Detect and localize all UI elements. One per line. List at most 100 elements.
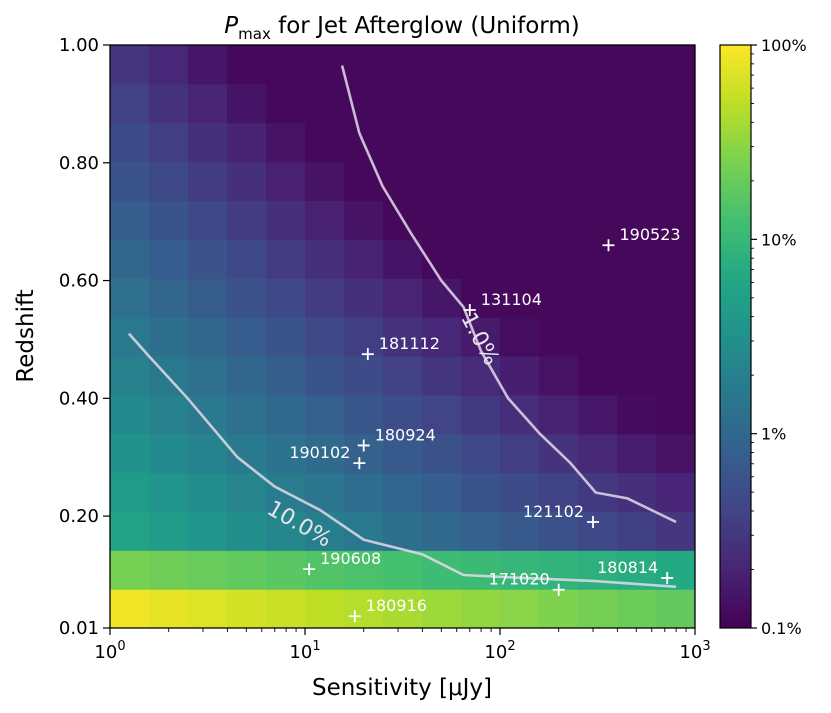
heatmap-cell — [461, 511, 501, 551]
heatmap-cell — [578, 394, 618, 435]
heatmap-cell — [227, 355, 267, 396]
heatmap-cell — [539, 122, 579, 163]
heatmap-cell — [656, 355, 695, 396]
heatmap-cell — [656, 239, 695, 279]
event-marker — [463, 304, 476, 316]
heatmap-cell — [617, 83, 657, 124]
heatmap-cell — [617, 45, 657, 85]
event-marker — [587, 516, 600, 528]
heatmap-cell — [344, 200, 384, 240]
heatmap-cell — [188, 472, 228, 512]
heatmap-cell — [422, 511, 462, 551]
heatmap-cell — [188, 433, 228, 474]
heatmap-cell — [461, 472, 501, 512]
contour-line-0 — [127, 332, 677, 589]
heatmap-cell — [188, 122, 228, 163]
y-tick-label: 1.00 — [59, 35, 99, 56]
heatmap-cell — [188, 355, 228, 396]
heatmap-cell — [149, 278, 189, 318]
heatmap-cell — [305, 355, 345, 396]
heatmap-cell — [149, 589, 189, 628]
heatmap-cell — [344, 239, 384, 279]
heatmap-cell — [539, 200, 579, 240]
heatmap-cell — [617, 355, 657, 396]
heatmap-cell — [344, 83, 384, 124]
heatmap-cell — [149, 83, 189, 124]
heatmap-cell — [539, 317, 579, 357]
heatmap-cell — [578, 355, 618, 396]
event-marker — [357, 439, 370, 452]
heatmap-cell — [500, 200, 540, 240]
heatmap-cell — [500, 589, 540, 628]
heatmap-cell — [227, 472, 267, 512]
event-label: 180916 — [366, 596, 427, 615]
event-label: 171020 — [489, 570, 550, 589]
heatmap-cell — [305, 511, 345, 551]
y-tick-label: 0.40 — [59, 388, 99, 409]
event-label: 180814 — [597, 558, 658, 577]
heatmap-cell — [227, 317, 267, 357]
x-axis-label: Sensitivity [μJy] — [312, 675, 492, 701]
heatmap-cell — [227, 550, 267, 590]
x-tick-label: 101 — [289, 639, 320, 663]
heatmap-cell — [422, 433, 462, 474]
heatmap-cell — [149, 317, 189, 357]
colorbar-tick-label: 100% — [761, 36, 807, 55]
heatmap-cell — [344, 355, 384, 396]
heatmap-cell — [461, 161, 501, 202]
heatmap-cell — [500, 161, 540, 202]
heatmap-cell — [149, 161, 189, 202]
heatmap-cell — [305, 200, 345, 240]
event-label: 180924 — [375, 425, 436, 444]
colorbar-tick-label: 1% — [761, 425, 786, 444]
heatmap-cell — [149, 433, 189, 474]
heatmap-cell — [383, 511, 423, 551]
heatmap-cell — [227, 83, 267, 124]
heatmap-cell — [422, 317, 462, 357]
heatmap-cell — [110, 45, 150, 85]
heatmap-cell — [266, 589, 306, 628]
heatmap-cell — [266, 200, 306, 240]
event-label: 190608 — [320, 549, 381, 568]
heatmap-cell — [110, 433, 150, 474]
heatmap-cell — [578, 433, 618, 474]
heatmap-cell — [149, 394, 189, 435]
heatmap-cell — [305, 122, 345, 163]
heatmap-cell — [305, 45, 345, 85]
heatmap-cell — [110, 239, 150, 279]
heatmap-cell — [227, 394, 267, 435]
heatmap-cell — [539, 472, 579, 512]
heatmap-cell — [461, 83, 501, 124]
heatmap-cell — [188, 278, 228, 318]
heatmap-cell — [383, 394, 423, 435]
heatmap-cell — [422, 355, 462, 396]
heatmap-cell — [110, 511, 150, 551]
event-marker — [353, 457, 366, 470]
heatmap-cell — [539, 550, 579, 590]
heatmap-cell — [383, 45, 423, 85]
heatmap-cell — [422, 83, 462, 124]
heatmap-cell — [617, 589, 657, 628]
heatmap-cell — [656, 433, 695, 474]
colorbar-ticks: 0.1% 1% 10% 100% — [751, 36, 807, 638]
heatmap-cell — [266, 45, 306, 85]
heatmap-cell — [422, 45, 462, 85]
heatmap-cell — [305, 589, 345, 628]
heatmap-cell — [656, 83, 695, 124]
heatmap-cell — [539, 161, 579, 202]
heatmap-cell — [500, 550, 540, 590]
heatmap-cell — [344, 45, 384, 85]
heatmap-cell — [383, 239, 423, 279]
heatmap-cell — [188, 83, 228, 124]
heatmap-cell — [461, 589, 501, 628]
heatmap-cell — [539, 239, 579, 279]
event-label: 190523 — [620, 225, 681, 244]
event-marker — [661, 571, 674, 584]
event-marker — [348, 610, 361, 623]
heatmap-cell — [539, 355, 579, 396]
heatmap-cell — [539, 278, 579, 318]
heatmap-cell — [266, 511, 306, 551]
heatmap-cell — [383, 550, 423, 590]
event-marker — [361, 348, 374, 361]
heatmap-cell — [344, 278, 384, 318]
